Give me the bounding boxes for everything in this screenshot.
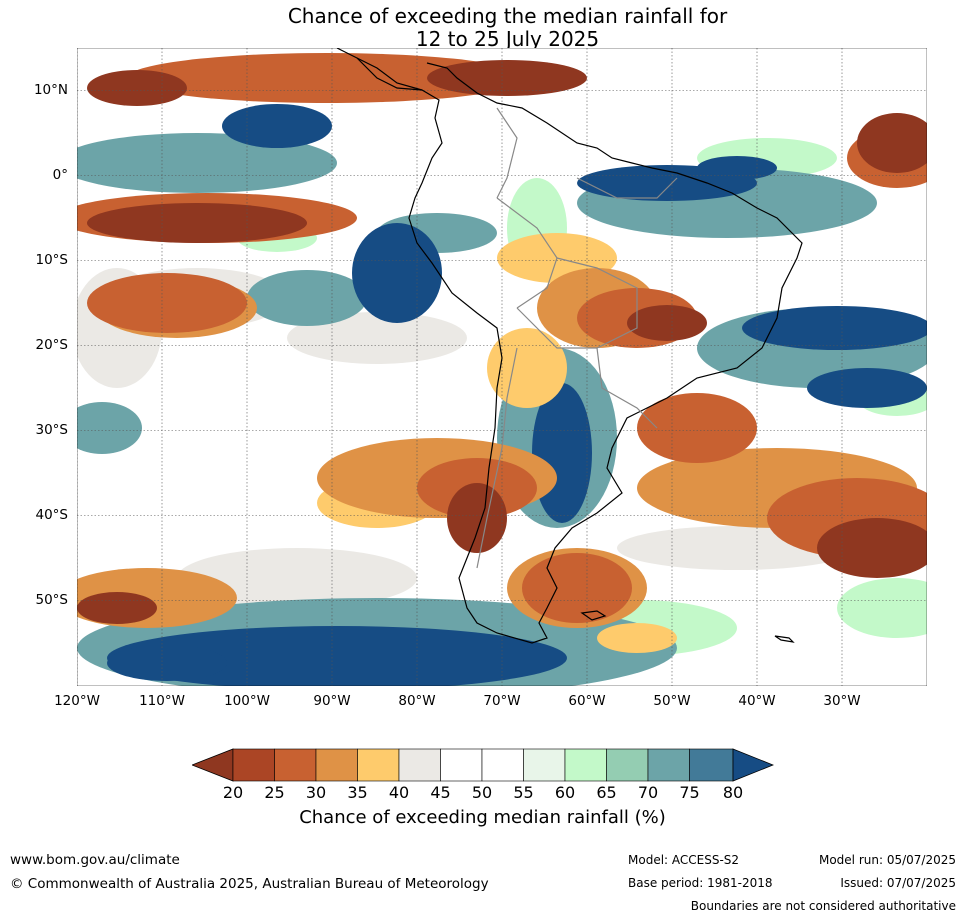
colorbar-tick: 40 — [388, 783, 410, 802]
central-america-coastline — [336, 48, 423, 91]
colorbar-tick: 65 — [596, 783, 617, 802]
lon-label: 60°W — [568, 693, 606, 709]
base-period-text: Base period: 1981-2018 — [628, 876, 773, 890]
south-america-coastline — [356, 57, 803, 644]
colorbar-tick: 55 — [513, 783, 534, 802]
disclaimer-text: Boundaries are not considered authoritat… — [690, 899, 956, 913]
lon-label: 40°W — [738, 693, 776, 709]
colorbar-70-75 — [647, 748, 690, 782]
colorbar-45-50 — [440, 748, 483, 782]
lat-label: 0° — [52, 167, 68, 183]
lon-label: 80°W — [398, 693, 436, 709]
south-georgia — [774, 635, 795, 643]
colorbar-65-70 — [606, 748, 649, 782]
lat-label: 40°S — [35, 507, 69, 523]
colorbar — [192, 748, 774, 782]
lat-label: 20°S — [35, 337, 69, 353]
model-text: Model: ACCESS-S2 — [628, 853, 740, 867]
lon-label: 120°W — [54, 693, 100, 709]
colorbar-50-55 — [481, 748, 524, 782]
issued-text: Issued: 07/07/2025 — [840, 876, 956, 890]
colorbar-75-80 — [689, 748, 734, 782]
rainfall-map — [77, 48, 927, 686]
colorbar-tick: 30 — [305, 783, 327, 802]
colorbar-20-25 — [232, 748, 275, 782]
lat-label: 10°N — [33, 82, 68, 98]
model-run-text: Model run: 05/07/2025 — [818, 853, 956, 867]
colorbar-tick: 60 — [554, 783, 576, 802]
colorbar-40-45 — [398, 748, 441, 782]
colorbar-label: Chance of exceeding median rainfall (%) — [299, 807, 666, 828]
colorbar-30-35 — [315, 748, 358, 782]
lat-label: 30°S — [35, 422, 69, 438]
colorbar-above-80 — [732, 748, 774, 782]
colorbar-tick: 80 — [722, 783, 744, 802]
lon-label: 110°W — [139, 693, 185, 709]
colorbar-60-65 — [564, 748, 607, 782]
falkland-islands — [580, 610, 607, 621]
lat-label: 50°S — [35, 592, 69, 608]
lon-label: 70°W — [483, 693, 521, 709]
chart-title-line1: Chance of exceeding the median rainfall … — [287, 4, 728, 28]
colorbar-tick: 45 — [430, 783, 451, 802]
colorbar-55-60 — [523, 748, 566, 782]
colorbar-tick: 50 — [471, 783, 493, 802]
probability-above-80-areas — [107, 104, 927, 686]
chart-title-line2: 12 to 25 July 2025 — [415, 27, 600, 51]
colorbar-tick: 75 — [679, 783, 700, 802]
colorbar-below-20 — [192, 748, 234, 782]
colorbar-25-30 — [274, 748, 317, 782]
website-link[interactable]: www.bom.gov.au/climate — [10, 852, 180, 868]
colorbar-tick: 25 — [264, 783, 285, 802]
copyright-text: © Commonwealth of Australia 2025, Austra… — [10, 876, 489, 892]
colorbar-tick: 70 — [637, 783, 659, 802]
lon-label: 50°W — [653, 693, 691, 709]
lon-label: 100°W — [224, 693, 270, 709]
colorbar-tick: 35 — [347, 783, 368, 802]
lon-label: 30°W — [823, 693, 861, 709]
country-borders — [476, 107, 678, 569]
lat-label: 10°S — [35, 252, 69, 268]
colorbar-tick: 20 — [222, 783, 244, 802]
colorbar-35-40 — [357, 748, 400, 782]
lon-label: 90°W — [313, 693, 351, 709]
map-gridlines — [77, 48, 927, 686]
